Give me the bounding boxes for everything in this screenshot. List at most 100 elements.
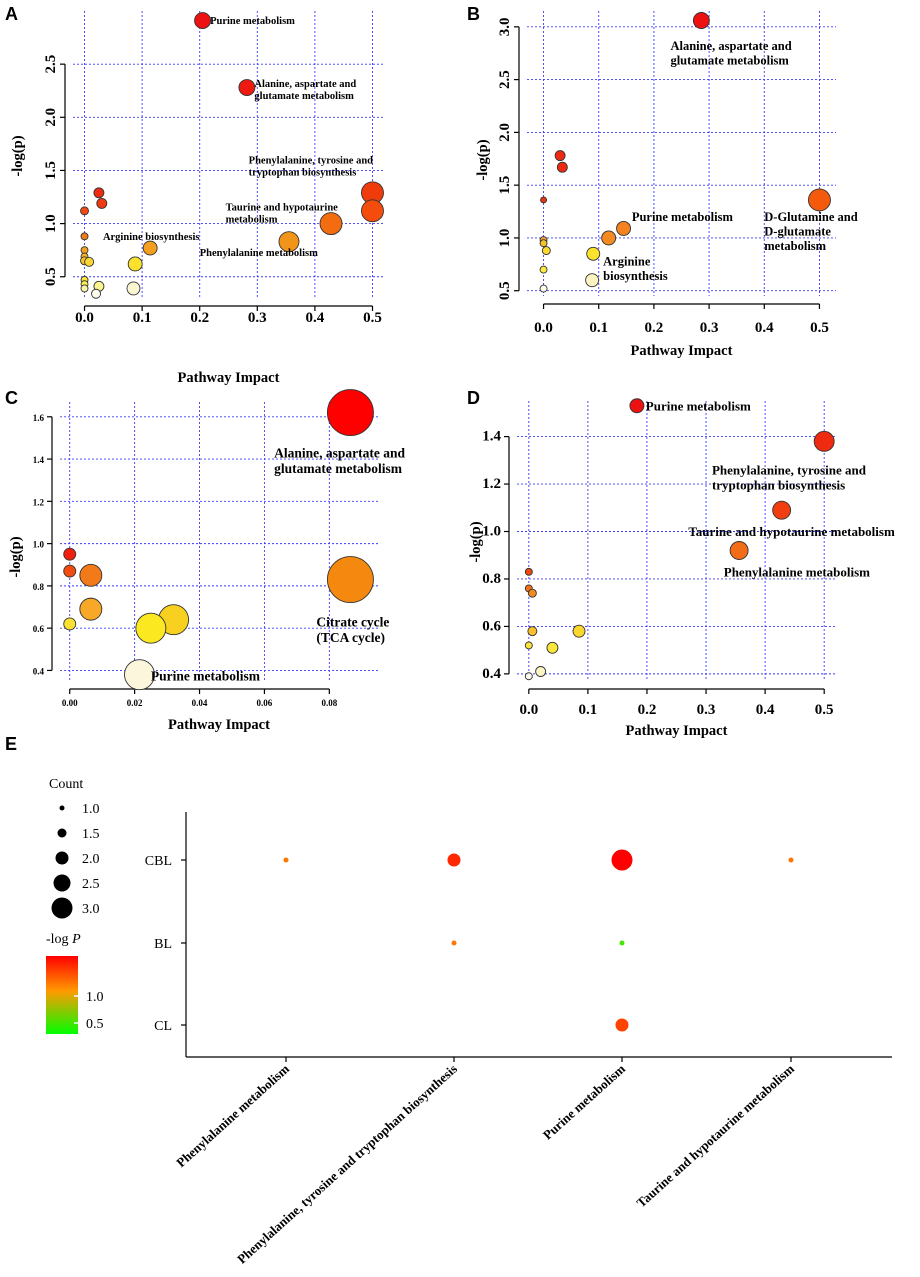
panel-c-x-axis-title: Pathway Impact: [168, 717, 270, 733]
panel-a-point-9: [80, 206, 89, 216]
panel-b-point-label-10-1: biosynthesis: [603, 269, 668, 283]
panel-e-point-1: [447, 853, 461, 867]
panel-a-point-21: [91, 288, 101, 299]
panel-c-point-6: [63, 617, 77, 631]
panel-d-point-11: [535, 666, 547, 677]
panel-d-point-2: [772, 500, 792, 520]
panel-e-color-legend-bar: [46, 956, 78, 1034]
panel-c-x-tick-label-4: 0.08: [321, 698, 337, 708]
panel-a-x-tick-label-1: 0.1: [133, 310, 152, 326]
panel-a-x-tick-label-5: 0.5: [363, 310, 382, 326]
panel-a-point-label-4-1: metabolism: [226, 214, 278, 225]
panel-e-size-legend-label-0: 1.0: [82, 802, 100, 817]
panel-b-x-tick-label-3: 0.3: [700, 320, 719, 336]
panel-c-x-tick-label-3: 0.06: [257, 698, 273, 708]
panel-d-point-1: [813, 430, 835, 452]
panel-a-point-18: [80, 284, 89, 293]
panel-a-point-label-5-0: Phenylalanine metabolism: [200, 248, 318, 259]
panel-c-y-axis-title: -log(p): [8, 536, 24, 577]
panel-c-y-tick-label-5: 1.4: [33, 455, 45, 465]
panel-c-x-tick-label-0: 0.00: [62, 698, 78, 708]
panel-e-point-5: [619, 940, 625, 946]
panel-e-size-legend-label-3: 2.5: [82, 877, 100, 892]
panel-b-point-12: [585, 273, 600, 288]
panel-a-point-20: [126, 281, 141, 296]
panel-c-point-4: [79, 563, 103, 587]
panel-a-y-axis-title: -log(p): [10, 135, 26, 176]
panel-b-point-4: [540, 196, 548, 204]
panel-e-point-4: [451, 940, 457, 946]
panel-e-size-legend-dot-0: [59, 805, 65, 811]
panel-a-x-axis-title: Pathway Impact: [178, 370, 280, 386]
panel-d-point-label-1-1: tryptophan biosynthesis: [712, 477, 845, 492]
panel-c-point-label-0-1: glutamate metabolism: [274, 461, 403, 476]
panel-a-point-0: [194, 12, 212, 30]
panel-d-point-12: [524, 672, 533, 681]
panel-c-x-tick-label-1: 0.02: [127, 698, 143, 708]
panel-b-point-1: [807, 188, 831, 212]
panel-c-point-1: [326, 556, 374, 603]
panel-c-point-label-1-1: (TCA cycle): [316, 630, 385, 645]
panel-e-point-2: [611, 849, 633, 871]
panel-a-point-15: [127, 256, 143, 272]
panel-b-point-label-1-2: metabolism: [764, 239, 826, 253]
panel-e-size-legend-dot-3: [53, 874, 71, 892]
panel-a-point-4: [319, 212, 343, 236]
panel-b-point-6: [601, 230, 617, 246]
panel-d-x-tick-label-4: 0.4: [756, 702, 775, 718]
panel-d-x-tick-label-1: 0.1: [579, 702, 598, 718]
panel-e-point-3: [788, 857, 794, 863]
panel-d-point-10: [546, 641, 559, 654]
panel-d-x-tick-label-3: 0.3: [697, 702, 716, 718]
panel-d-point-8: [572, 624, 586, 638]
panel-b-point-label-0-0: Alanine, aspartate and: [670, 39, 791, 53]
panel-d-point-label-0-0: Purine metabolism: [646, 398, 751, 413]
panel-b-point-10: [586, 246, 601, 261]
panel-label-c: C: [5, 388, 18, 408]
panel-a-point-label-1-1: glutamate metabolism: [254, 91, 354, 102]
panel-b-point-9: [541, 246, 551, 256]
panel-b-point-3: [556, 161, 568, 173]
panel-c-point-2: [63, 547, 77, 561]
panel-b-point-label-1-1: D-glutamate: [764, 225, 831, 239]
panel-e-color-legend-title-italic: P: [71, 932, 81, 947]
panel-c-point-9: [124, 659, 155, 691]
panel-d-x-tick-label-5: 0.5: [815, 702, 834, 718]
panel-e-x-tick-label-0: Phenylalanine metabolism: [173, 1061, 292, 1170]
panel-d-point-9: [524, 641, 533, 650]
panel-a-point-14: [84, 256, 95, 267]
panel-a-y-tick-label-4: 2.5: [43, 55, 59, 74]
panel-e-size-legend-title: Count: [49, 777, 83, 792]
panel-b-x-tick-label-4: 0.4: [755, 320, 774, 336]
panel-label-d: D: [467, 388, 480, 408]
panel-e-size-legend-label-2: 2.0: [82, 852, 100, 867]
panel-e-color-legend-label-1: 0.5: [86, 1017, 104, 1032]
panel-c-point-0: [326, 389, 374, 437]
panel-a-point-label-2-1: tryptophan biosynthesis: [249, 168, 357, 179]
panel-a-point-label-4-0: Taurine and hypotaurine: [226, 202, 339, 213]
panel-e-y-tick-label-0: CBL: [145, 854, 172, 869]
panel-a-x-tick-label-3: 0.3: [248, 310, 267, 326]
panel-a-point-5: [278, 231, 300, 253]
panel-c-y-tick-label-3: 1.0: [33, 540, 45, 550]
panel-d-point-3: [729, 541, 749, 560]
panel-d-point-0: [629, 398, 645, 414]
panel-d-x-axis-title: Pathway Impact: [626, 723, 728, 739]
panel-b-y-tick-label-3: 2.0: [497, 123, 513, 142]
panel-b-point-label-0-1: glutamate metabolism: [670, 54, 789, 68]
panel-c-point-5: [79, 597, 103, 621]
panel-e-size-legend-dot-4: [51, 897, 73, 919]
panel-d-y-tick-label-5: 1.4: [482, 429, 501, 445]
panel-label-e: E: [5, 734, 17, 754]
panel-d-x-tick-label-0: 0.0: [519, 702, 538, 718]
panel-b-x-tick-label-2: 0.2: [645, 320, 664, 336]
panel-e-color-legend-title: -log P: [46, 932, 81, 947]
panel-b-x-tick-label-0: 0.0: [534, 320, 553, 336]
panel-a-x-tick-label-2: 0.2: [190, 310, 209, 326]
panel-b-point-label-5-0: Purine metabolism: [632, 210, 734, 224]
panel-c-point-label-9-0: Purine metabolism: [151, 668, 261, 683]
panel-a-point-7: [93, 187, 105, 199]
panel-a-y-tick-label-1: 1.0: [43, 214, 59, 233]
panel-b-point-8: [539, 239, 548, 248]
